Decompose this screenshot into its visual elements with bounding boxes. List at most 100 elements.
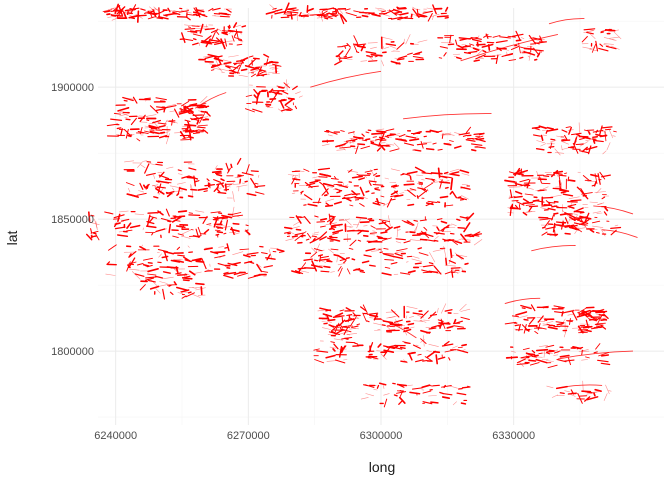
data-segment (579, 141, 589, 147)
data-segment (207, 269, 213, 272)
data-segment (385, 43, 397, 46)
data-segment (582, 175, 590, 181)
x-axis-ticks: 6240000 6270000 6300000 6330000 (94, 430, 535, 442)
data-segment (157, 210, 164, 216)
data-segment (227, 65, 239, 69)
data-segment (124, 8, 137, 12)
data-segment (190, 118, 195, 121)
data-segment (401, 17, 414, 20)
data-segment (272, 63, 282, 67)
data-segment (381, 60, 385, 67)
data-segment (495, 40, 508, 44)
data-segment (542, 175, 550, 178)
data-segment (166, 192, 172, 198)
data-segment (346, 229, 355, 232)
data-segment (339, 146, 351, 149)
data-segment (348, 247, 354, 250)
data-segment (444, 271, 452, 275)
data-segment (547, 207, 556, 211)
data-segment (240, 68, 248, 72)
data-segment (124, 12, 133, 17)
data-segment (451, 271, 461, 274)
data-segment (470, 143, 483, 146)
data-segment (515, 311, 528, 316)
data-segment (311, 204, 318, 207)
data-segment (353, 327, 359, 330)
data-segment (580, 310, 585, 314)
data-segment (412, 130, 422, 135)
data-segment (294, 232, 305, 236)
data-segment (346, 332, 358, 336)
data-segment (384, 135, 390, 139)
data-segment (319, 255, 329, 259)
data-segment (422, 360, 428, 362)
data-segment (417, 39, 428, 43)
data-segment (316, 221, 326, 223)
data-segment (151, 119, 162, 124)
data-segment (436, 130, 443, 133)
data-segment (216, 184, 220, 190)
data-segment (592, 225, 604, 228)
data-segment (414, 262, 422, 265)
data-segment (328, 324, 335, 328)
data-segment (326, 360, 336, 362)
data-segment (339, 12, 345, 25)
data-segment (589, 201, 598, 203)
data-segment (509, 189, 513, 199)
data-segment (150, 278, 159, 288)
data-segment (593, 351, 598, 354)
data-segment (349, 239, 357, 247)
data-segment (226, 8, 232, 13)
data-segment (579, 222, 586, 225)
data-segment (437, 307, 439, 313)
data-segment (155, 163, 163, 166)
data-segment (598, 352, 610, 357)
data-segment (587, 228, 598, 230)
data-segment (314, 215, 319, 218)
data-segment (391, 184, 398, 188)
data-segment (600, 31, 604, 34)
data-segment (361, 14, 369, 18)
data-segment (276, 85, 286, 89)
data-segment (448, 357, 451, 361)
data-segment (253, 88, 259, 95)
data-segment (456, 349, 469, 354)
data-segment (369, 314, 379, 318)
data-segment (443, 238, 451, 242)
data-segment (232, 183, 241, 185)
data-segment (601, 196, 606, 200)
y-tick-label: 1900000 (51, 82, 94, 94)
data-segment (365, 190, 370, 193)
data-segment (234, 176, 241, 178)
data-segment (307, 232, 312, 239)
data-segment (251, 73, 257, 78)
data-segment (373, 389, 378, 391)
data-segment (309, 237, 321, 244)
data-segment (163, 250, 175, 255)
data-segment (214, 15, 225, 17)
data-segment (201, 14, 208, 18)
data-segment (417, 314, 424, 318)
data-segment (413, 320, 423, 322)
data-segment (436, 15, 449, 18)
data-segment (518, 42, 521, 54)
y-axis-ticks: 1800000 1850000 1900000 (51, 82, 94, 358)
data-segment (313, 231, 320, 234)
data-segment (303, 258, 313, 261)
data-segment (581, 146, 588, 153)
data-segment (188, 270, 196, 276)
data-segment (398, 384, 405, 388)
data-line (602, 229, 638, 239)
data-segment (608, 128, 614, 139)
data-segment (393, 319, 403, 323)
data-segment (233, 22, 238, 29)
data-segment (200, 41, 213, 45)
data-segment (213, 250, 226, 254)
data-segment (244, 180, 248, 183)
data-segment (294, 234, 304, 241)
data-segment (216, 182, 224, 186)
data-segment (381, 272, 392, 276)
data-segment (541, 231, 548, 236)
data-segment (423, 335, 425, 347)
data-segment (575, 133, 581, 137)
